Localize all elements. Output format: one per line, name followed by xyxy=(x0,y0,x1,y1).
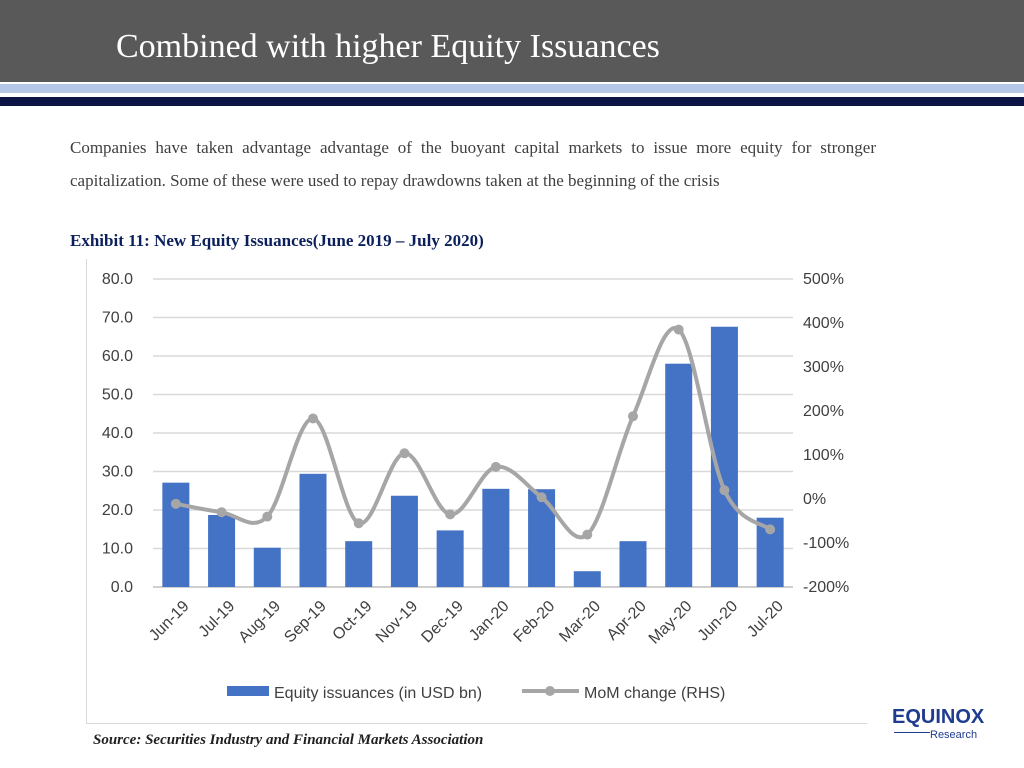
right-tick-label: 0% xyxy=(803,491,826,508)
source-note: Source: Securities Industry and Financia… xyxy=(93,732,484,748)
left-tick-label: 10.0 xyxy=(102,541,133,558)
bar-jan-20 xyxy=(482,488,510,587)
point-aug-19 xyxy=(262,511,273,522)
legend-line-marker xyxy=(545,686,555,696)
line-series xyxy=(170,324,776,540)
left-tick-label: 40.0 xyxy=(102,425,133,442)
x-tick-label: Jun-20 xyxy=(695,598,742,645)
x-tick-label: Sep-19 xyxy=(281,598,330,647)
legend-bar-swatch xyxy=(227,686,269,696)
left-tick-label: 70.0 xyxy=(102,310,133,327)
bar-oct-19 xyxy=(345,541,373,587)
point-jul-19 xyxy=(216,507,227,518)
slide-title: Combined with higher Equity Issuances xyxy=(116,28,660,65)
left-tick-label: 80.0 xyxy=(102,271,133,288)
x-tick-label: Feb-20 xyxy=(511,598,559,646)
bar-jun-19 xyxy=(162,482,190,587)
x-tick-label: Aug-19 xyxy=(236,598,285,647)
point-mar-20 xyxy=(582,529,593,540)
chart-area: 0.0 10.0 20.0 30.0 40.0 50.0 60.0 70.0 80.0 -200… xyxy=(86,259,867,724)
point-sep-19 xyxy=(308,413,318,424)
point-jun-20 xyxy=(719,485,730,496)
decorative-stripe-dark xyxy=(0,97,1024,106)
title-bar: Combined with higher Equity Issuances xyxy=(0,0,1024,82)
right-tick-label: -200% xyxy=(803,579,849,596)
right-tick-label: 200% xyxy=(803,403,844,420)
bar-feb-20 xyxy=(528,489,556,587)
logo-name: EQUINOX xyxy=(892,706,985,728)
legend-line-label: MoM change (RHS) xyxy=(584,685,725,702)
bar-apr-20 xyxy=(619,541,647,587)
bar-aug-19 xyxy=(253,547,281,587)
gridlines xyxy=(153,278,793,588)
legend-bar-label: Equity issuances (in USD bn) xyxy=(274,685,482,702)
point-dec-19 xyxy=(445,509,456,520)
x-tick-label: Jan-20 xyxy=(466,598,513,645)
point-feb-20 xyxy=(536,492,547,503)
x-tick-label: May-20 xyxy=(646,598,696,648)
x-tick-label: Oct-19 xyxy=(330,598,376,644)
bar-nov-19 xyxy=(390,495,418,587)
point-jul-20 xyxy=(765,524,776,535)
right-tick-label: 300% xyxy=(803,359,844,376)
bar-jul-19 xyxy=(208,515,236,587)
left-axis-ticks: 0.0 10.0 20.0 30.0 40.0 50.0 60.0 70.0 80.0 xyxy=(102,271,133,596)
right-axis-ticks: -200% -100% 0% 100% 200% 300% 400% 500% xyxy=(803,271,849,596)
left-tick-label: 60.0 xyxy=(102,348,133,365)
left-tick-label: 30.0 xyxy=(102,464,133,481)
point-oct-19 xyxy=(353,518,364,529)
right-tick-label: 100% xyxy=(803,447,844,464)
left-tick-label: 0.0 xyxy=(111,579,133,596)
left-tick-label: 50.0 xyxy=(102,387,133,404)
x-tick-label: Dec-19 xyxy=(418,598,467,647)
x-tick-label: Mar-20 xyxy=(556,598,604,646)
x-tick-label: Apr-20 xyxy=(604,598,650,644)
x-tick-label: Nov-19 xyxy=(373,598,422,647)
point-jan-20 xyxy=(490,461,501,472)
bar-mar-20 xyxy=(573,571,601,587)
point-may-20 xyxy=(673,324,684,335)
exhibit-title: Exhibit 11: New Equity Issuances(June 20… xyxy=(70,231,484,250)
logo-subtitle: Research xyxy=(930,729,978,741)
x-tick-label: Jun-19 xyxy=(146,598,193,645)
right-tick-label: 400% xyxy=(803,315,844,332)
left-tick-label: 20.0 xyxy=(102,502,133,519)
x-tick-label: Jul-20 xyxy=(744,598,787,641)
intro-paragraph: Companies have taken advantage advantage… xyxy=(70,138,876,190)
combo-chart: 0.0 10.0 20.0 30.0 40.0 50.0 60.0 70.0 80.0 -200… xyxy=(102,271,849,702)
right-tick-label: 500% xyxy=(803,271,844,288)
logo-rule xyxy=(894,732,930,733)
bar-dec-19 xyxy=(436,530,464,587)
legend: Equity issuances (in USD bn) MoM change … xyxy=(227,685,725,702)
bar-series xyxy=(162,326,784,587)
bar-may-20 xyxy=(665,363,693,587)
point-jun-19 xyxy=(170,498,181,509)
point-nov-19 xyxy=(399,448,410,459)
point-apr-20 xyxy=(628,411,638,422)
decorative-stripe-light xyxy=(0,84,1024,93)
x-tick-label: Jul-19 xyxy=(196,598,239,641)
equinox-logo: EQUINOX Research xyxy=(892,706,984,746)
bar-sep-19 xyxy=(299,473,327,587)
right-tick-label: -100% xyxy=(803,535,849,552)
